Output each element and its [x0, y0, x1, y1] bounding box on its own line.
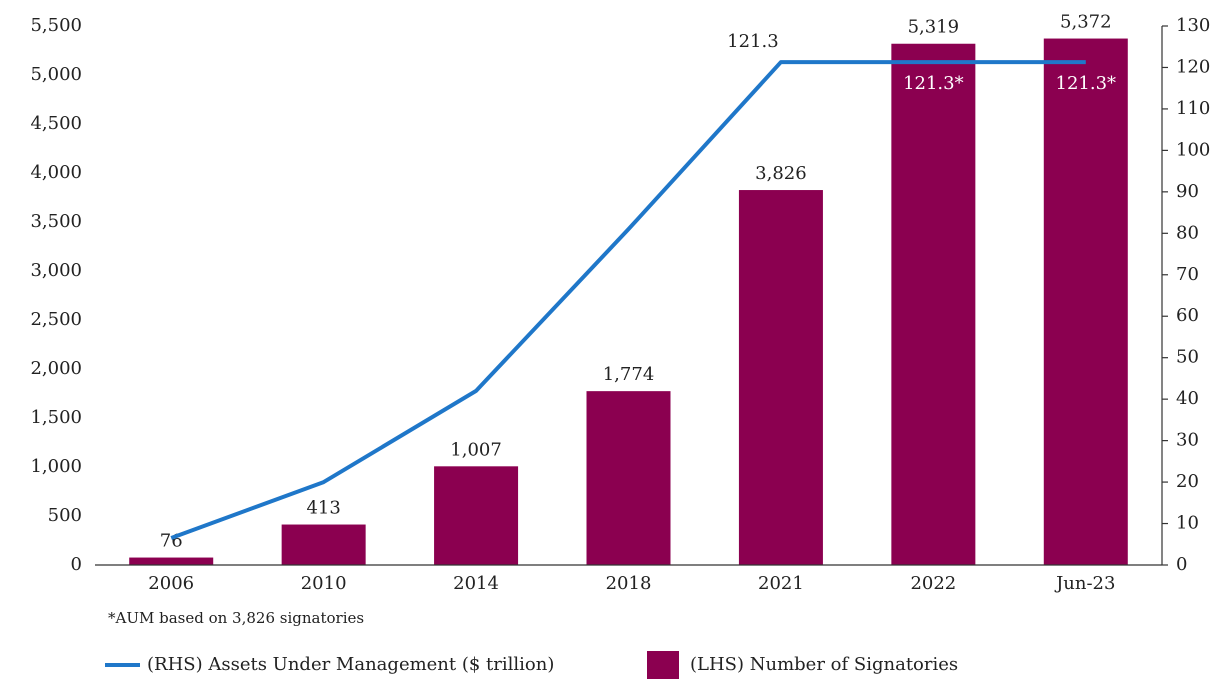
legend-swatch [647, 651, 679, 679]
y2-tick-label: 60 [1176, 305, 1199, 326]
legend-label: (RHS) Assets Under Management ($ trillio… [147, 654, 554, 675]
x-tick-label: Jun-23 [1054, 573, 1115, 594]
y2-tick-label: 70 [1176, 264, 1199, 285]
aum-line [170, 60, 1086, 540]
y2-tick-label: 10 [1176, 513, 1199, 534]
y2-tick-label: 120 [1176, 56, 1210, 77]
x-tick-label: 2022 [910, 573, 956, 594]
y-tick-label: 1,000 [30, 456, 82, 477]
x-tick-label: 2021 [758, 573, 804, 594]
y-tick-label: 4,000 [30, 162, 82, 183]
y-tick-label: 5,000 [30, 64, 82, 85]
bar [738, 190, 823, 565]
bar-label: 5,319 [908, 17, 960, 38]
bar [434, 466, 519, 565]
bar [281, 524, 366, 565]
y2-tick-label: 50 [1176, 347, 1199, 368]
bar-label: 3,826 [755, 163, 807, 184]
bar [586, 391, 671, 565]
x-tick-label: 2010 [301, 573, 347, 594]
y2-tick-label: 90 [1176, 181, 1199, 202]
y2-tick-label: 80 [1176, 222, 1199, 243]
line-label: 121.3 [727, 31, 779, 52]
y-tick-label: 500 [48, 505, 82, 526]
y2-tick-label: 110 [1176, 98, 1210, 119]
y2-tick-label: 20 [1176, 471, 1199, 492]
legend-label: (LHS) Number of Signatories [690, 654, 958, 675]
y-tick-label: 1,500 [30, 407, 82, 428]
y-tick-label: 2,500 [30, 309, 82, 330]
bar [1043, 38, 1128, 565]
bar-label: 1,007 [450, 439, 502, 460]
y-tick-label: 2,000 [30, 358, 82, 379]
y-tick-label: 0 [71, 554, 82, 575]
y2-tick-label: 100 [1176, 139, 1210, 160]
bar [891, 43, 976, 566]
y-tick-label: 3,000 [30, 260, 82, 281]
y2-tick-label: 0 [1176, 554, 1187, 575]
bar-label: 5,372 [1060, 12, 1112, 33]
x-tick-label: 2006 [148, 573, 194, 594]
y-tick-label: 5,500 [30, 15, 82, 36]
x-tick-label: 2014 [453, 573, 499, 594]
line-label: 121.3* [903, 73, 964, 94]
bar-label: 1,774 [603, 364, 655, 385]
x-tick-label: 2018 [606, 573, 652, 594]
footnote: *AUM based on 3,826 signatories [108, 609, 364, 627]
bar [129, 557, 214, 565]
bar-label: 413 [306, 498, 340, 519]
y-tick-label: 3,500 [30, 211, 82, 232]
y-tick-label: 4,500 [30, 113, 82, 134]
y2-tick-label: 40 [1176, 388, 1199, 409]
y2-tick-label: 30 [1176, 430, 1199, 451]
y2-tick-label: 130 [1176, 15, 1210, 36]
line-label: 121.3* [1056, 73, 1117, 94]
